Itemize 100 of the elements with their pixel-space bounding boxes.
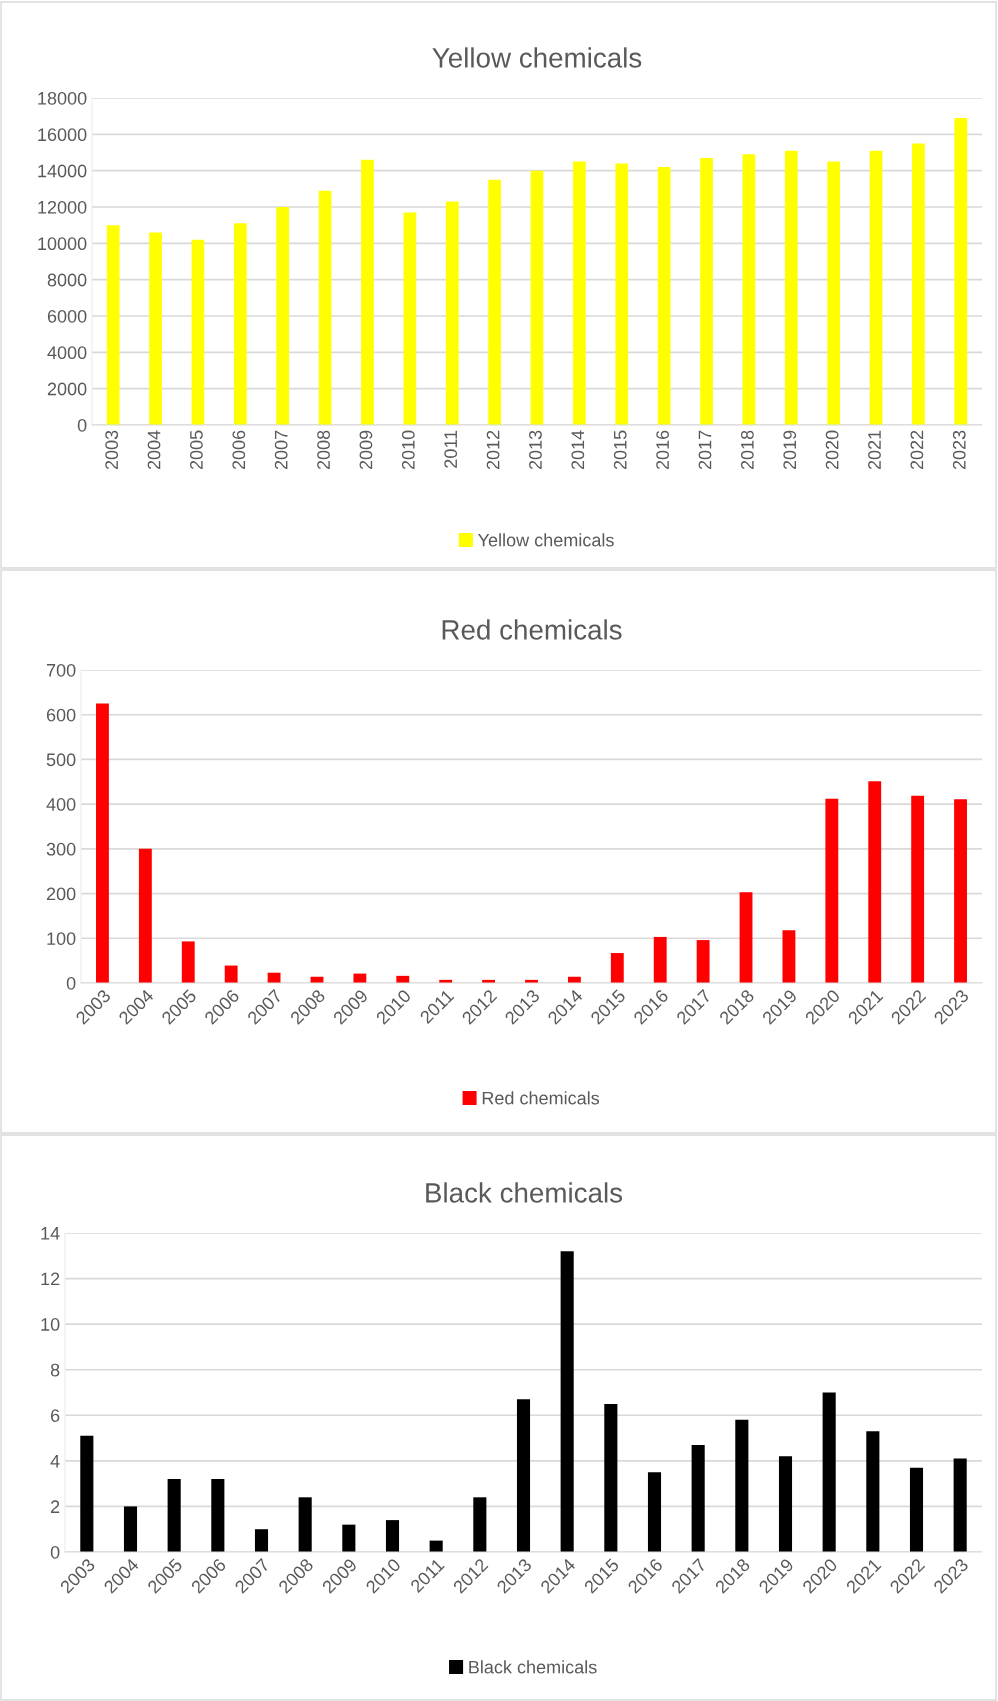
y-tick-label: 2: [51, 1500, 60, 1513]
bar: [342, 1524, 356, 1552]
bar: [167, 1479, 181, 1552]
legend-label: Red chemicals: [482, 1091, 600, 1105]
bar: [827, 161, 841, 425]
x-tick-label: 2020: [825, 430, 839, 470]
bar: [516, 1399, 531, 1552]
y-tick-label: 0: [66, 976, 76, 990]
chart-title: Yellow chemicals: [432, 47, 642, 68]
x-tick-label: 2019: [783, 430, 797, 470]
y-tick-label: 100: [47, 932, 76, 946]
bar: [696, 940, 710, 983]
x-tick-label: 2010: [401, 430, 415, 470]
bar: [647, 1472, 662, 1552]
y-tick-label: 10: [41, 1318, 60, 1331]
bar: [385, 1520, 400, 1552]
bar: [276, 207, 290, 425]
bar: [530, 170, 544, 425]
bar: [211, 1479, 225, 1552]
bar: [181, 941, 195, 983]
y-tick-label: 14000: [38, 164, 87, 178]
bar: [742, 154, 756, 425]
bar: [912, 143, 925, 425]
bar: [822, 1392, 836, 1552]
chart-title: Black chemicals: [426, 1182, 623, 1203]
y-tick-label: 200: [46, 887, 76, 901]
y-tick-label: 600: [46, 708, 76, 722]
y-tick-label: 4000: [47, 346, 87, 360]
bar: [784, 150, 798, 425]
bar: [615, 163, 629, 425]
y-tick-label: 12000: [38, 200, 87, 214]
bar: [868, 781, 882, 983]
bar: [954, 117, 968, 425]
y-tick-label: 10000: [38, 237, 87, 251]
bar: [233, 223, 247, 425]
y-tick-label: 8: [50, 1363, 60, 1377]
bar: [866, 1431, 880, 1552]
x-tick-label: 2012: [486, 430, 500, 470]
bar: [735, 1419, 749, 1552]
x-tick-label: 2009: [359, 430, 373, 470]
bar: [700, 157, 713, 425]
bar: [138, 848, 152, 983]
bar: [488, 179, 501, 425]
y-tick-label: 700: [46, 663, 76, 677]
x-tick-label: 2016: [656, 430, 669, 470]
bar: [191, 239, 205, 425]
y-tick-label: 500: [46, 753, 76, 767]
bar: [610, 953, 624, 983]
y-tick-label: 2000: [47, 382, 87, 396]
y-tick-label: 6000: [47, 309, 87, 323]
x-tick-label: 2022: [910, 430, 924, 470]
bar: [149, 232, 162, 425]
y-tick-label: 12: [41, 1272, 60, 1286]
x-tick-label: 2015: [613, 430, 627, 470]
y-tick-label: 400: [46, 798, 76, 811]
bar: [657, 167, 671, 425]
x-tick-label: 2011: [444, 430, 458, 468]
bar: [106, 225, 120, 425]
bar: [318, 190, 332, 425]
bar: [298, 1497, 312, 1552]
bar: [445, 201, 459, 425]
bar: [123, 1506, 138, 1552]
bar: [573, 161, 586, 425]
bar: [361, 159, 374, 425]
x-tick-label: 2013: [529, 430, 542, 470]
bar: [691, 1444, 705, 1552]
x-tick-label: 2014: [571, 430, 585, 470]
bar: [739, 892, 753, 983]
bar: [909, 1467, 924, 1552]
x-tick-label: 2004: [147, 430, 161, 470]
x-tick-label: 2021: [868, 430, 881, 470]
x-tick-label: 2007: [274, 430, 288, 470]
bar: [96, 703, 109, 983]
bar: [80, 1435, 94, 1552]
chart-title: Red chemicals: [442, 619, 622, 640]
bar: [604, 1403, 618, 1552]
bar: [825, 798, 839, 983]
bar: [560, 1251, 574, 1552]
bar: [911, 795, 925, 983]
bar: [869, 150, 883, 425]
x-tick-label: 2003: [105, 430, 119, 470]
x-tick-label: 2018: [740, 430, 754, 470]
bar: [953, 1458, 967, 1552]
x-tick-label: 2023: [952, 430, 966, 470]
bar: [778, 1456, 793, 1552]
bar: [954, 799, 967, 983]
y-tick-label: 4: [50, 1454, 60, 1468]
x-tick-label: 2005: [190, 430, 203, 470]
bar: [254, 1529, 269, 1552]
y-tick-label: 300: [46, 842, 76, 856]
legend-label: Yellow chemicals: [478, 533, 614, 547]
y-tick-label: 0: [50, 1545, 60, 1559]
bar: [782, 930, 796, 983]
y-tick-label: 6: [51, 1409, 60, 1423]
y-tick-label: 0: [77, 418, 87, 432]
y-tick-label: 14: [41, 1227, 60, 1240]
x-tick-label: 2017: [698, 430, 712, 470]
x-tick-label: 2008: [317, 430, 330, 470]
x-tick-label: 2006: [232, 430, 246, 470]
bar: [403, 212, 417, 425]
